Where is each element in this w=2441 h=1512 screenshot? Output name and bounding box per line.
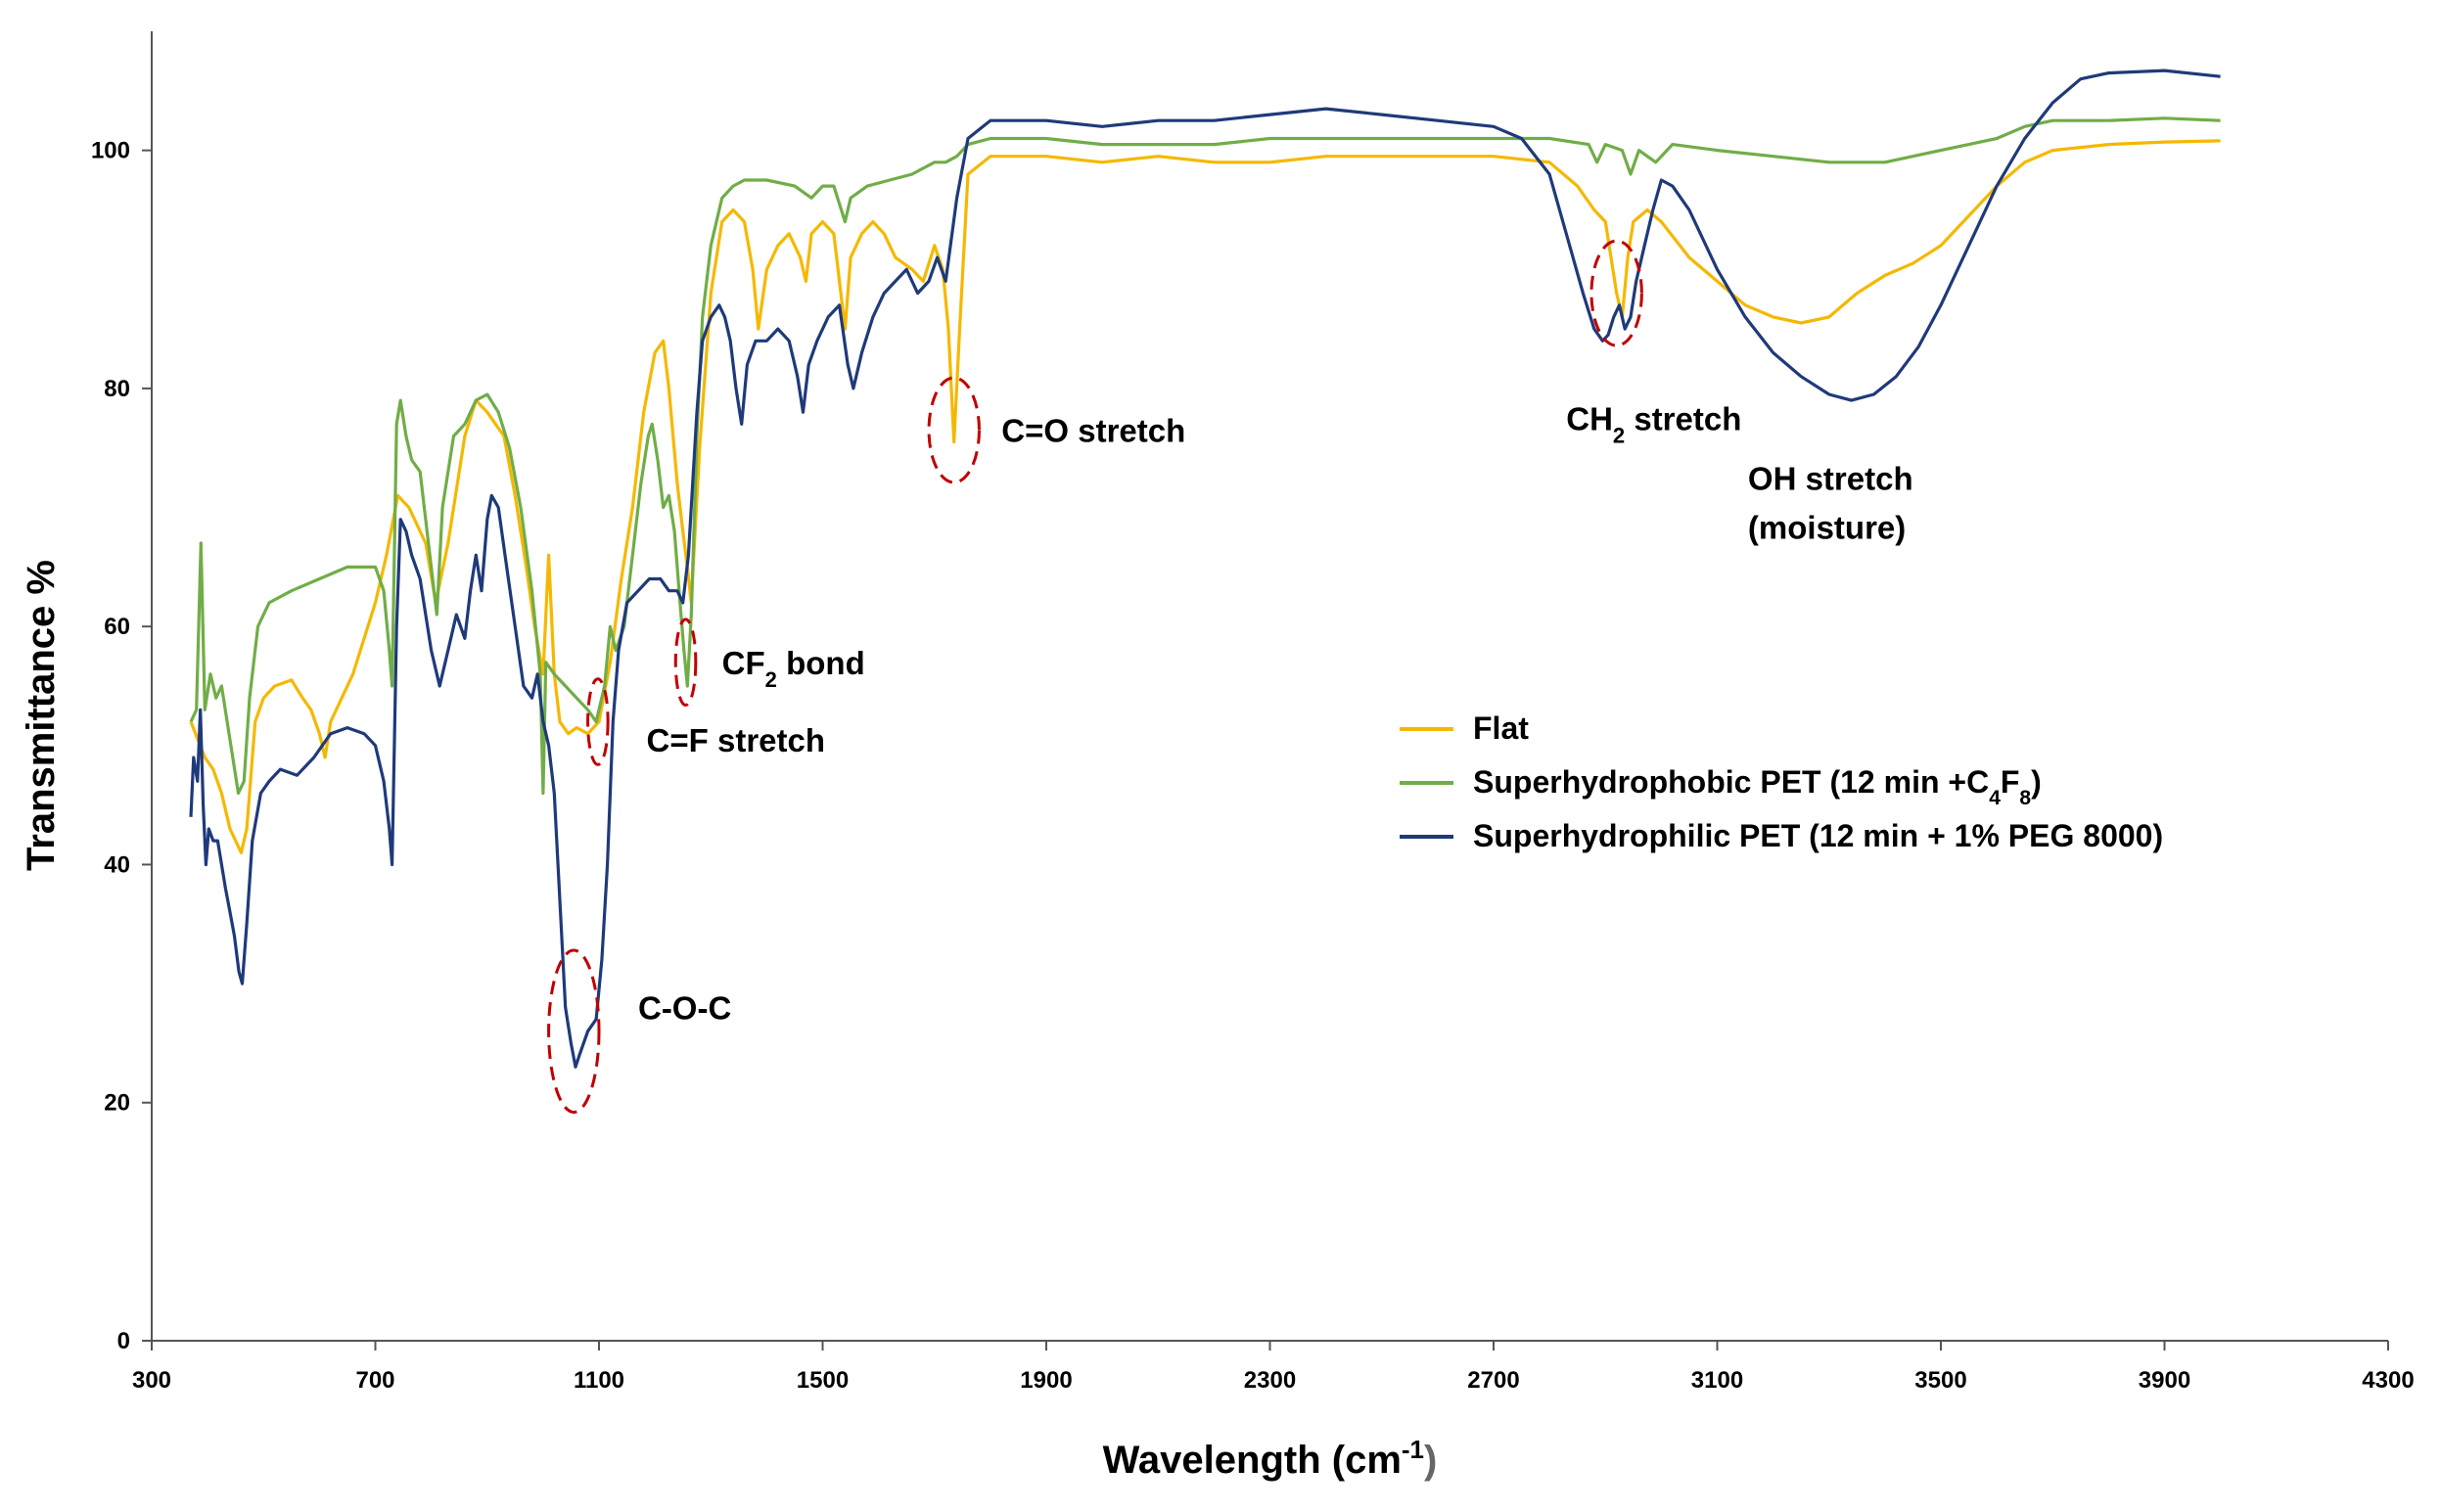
y-axis-title: Transmittance % — [20, 560, 63, 871]
axis-titles: Wavelength (cm-1) Transmittance % — [20, 560, 1437, 1482]
series-line-2 — [189, 116, 2221, 796]
annotation-label-ch2-stretch: CH2 stretch — [1566, 400, 1741, 447]
series-lines — [189, 69, 2221, 1069]
annotation-circle-cf2-bond — [673, 618, 698, 707]
annotation-label-c-o-c: C-O-C — [638, 990, 731, 1027]
x-tick-label: 4300 — [2362, 1367, 2414, 1394]
annotation-label-oh-stretch: OH stretch — [1748, 460, 1913, 496]
x-tick-label: 3100 — [1691, 1367, 1743, 1394]
x-tick-label: 1500 — [797, 1367, 849, 1394]
x-tick-label: 700 — [355, 1367, 394, 1394]
legend-label-1: Flat — [1473, 710, 1529, 746]
axes: 300 700 1100 1500 1900 2300 2700 3100 3500 3900 43… — [91, 31, 2415, 1394]
legend-label-3: Superhydrophilic PET (12 min + 1% PEG 80… — [1473, 818, 2163, 853]
y-tick-label: 80 — [104, 376, 130, 402]
series-line-1 — [189, 139, 2221, 854]
annotation-circle-c-o-c — [547, 948, 601, 1114]
annotation-label-c-f-stretch: C=F stretch — [647, 722, 825, 758]
y-tick-label: 40 — [104, 851, 130, 878]
annotation-label-c-o-stretch: C=O stretch — [1001, 413, 1185, 449]
annotation-label-cf2-bond: CF2 bond — [722, 645, 865, 692]
series-line-3 — [189, 69, 2221, 1069]
x-tick-label: 3900 — [2139, 1367, 2190, 1394]
annotation-label-oh-stretch-line2: (moisture) — [1748, 509, 1906, 545]
x-tick-label: 2300 — [1244, 1367, 1296, 1394]
x-axis-title: Wavelength (cm-1) — [1103, 1435, 1438, 1482]
y-tick-label: 0 — [117, 1328, 130, 1354]
y-tick-label: 100 — [91, 138, 130, 164]
annotation-circle-c-o-stretch — [927, 376, 981, 484]
x-tick-label: 2700 — [1467, 1367, 1519, 1394]
annotations: C-O-C C=F stretch CF2 bond C=O stretch CH2 s… — [547, 239, 1913, 1114]
x-tick-label: 1100 — [574, 1367, 624, 1394]
y-tick-label: 60 — [104, 614, 130, 640]
y-tick-label: 20 — [104, 1090, 130, 1117]
x-tick-label: 300 — [132, 1367, 171, 1394]
x-tick-label: 1900 — [1020, 1367, 1072, 1394]
legend: Flat Superhydrophobic PET (12 min +C4F8) S… — [1400, 710, 2163, 853]
legend-label-2: Superhydrophobic PET (12 min +C4F8) — [1473, 764, 2042, 809]
x-tick-label: 3500 — [1914, 1367, 1966, 1394]
annotation-circle-c-f-stretch — [586, 677, 610, 766]
